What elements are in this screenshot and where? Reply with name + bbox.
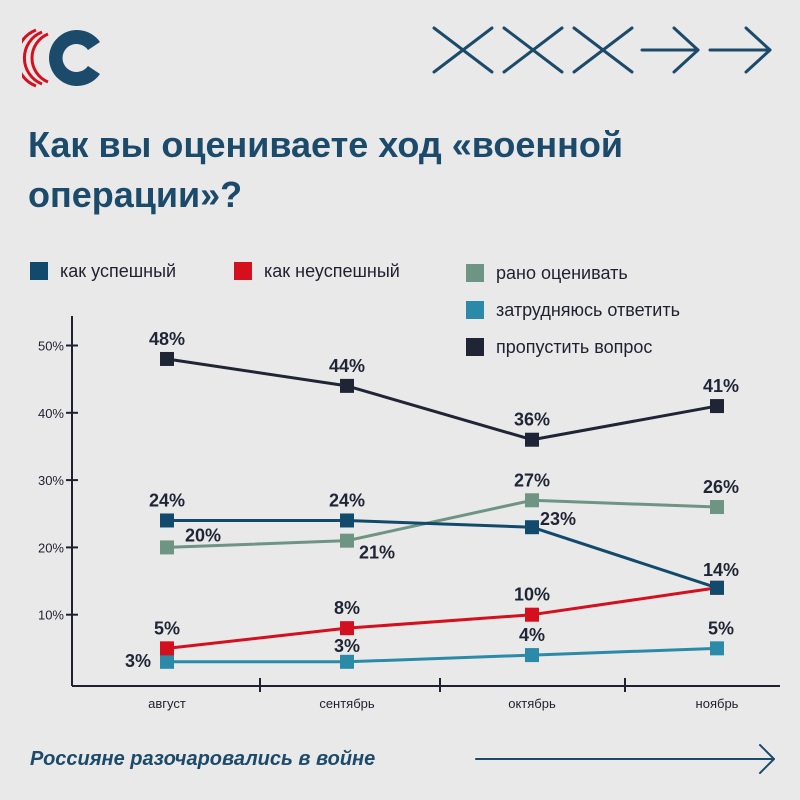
data-label: 5% <box>154 618 180 638</box>
legend-swatch <box>234 262 252 280</box>
series-line <box>167 646 718 664</box>
data-label: 36% <box>514 410 550 430</box>
legend-item-hard-to-say: затрудняюсь ответить <box>466 297 680 323</box>
series-3: 20% 21% 27% 26% <box>160 470 739 563</box>
data-point <box>710 580 724 595</box>
data-point <box>160 641 174 656</box>
series-5: 48% 44% 36% 41% <box>149 329 739 447</box>
page-title: Как вы оцениваете ход «военной операции»… <box>28 124 624 215</box>
legend-item-skip-question: пропустить вопрос <box>466 334 652 360</box>
data-point <box>710 641 724 656</box>
legend-swatch <box>30 262 48 280</box>
data-label: 24% <box>149 490 185 510</box>
x-tick-label: октябрь <box>508 696 556 711</box>
data-label: 41% <box>703 376 739 396</box>
y-tick-label: 20% <box>38 540 64 555</box>
cross-icon <box>432 26 494 74</box>
data-label: 21% <box>359 543 395 563</box>
x-tick-label: сентябрь <box>319 696 375 711</box>
data-point <box>160 540 174 555</box>
series-1: 24% 24% 23% 14% <box>149 490 739 595</box>
data-point <box>160 351 174 366</box>
data-label: 10% <box>514 585 550 605</box>
footer-caption: Россияне разочаровались в войне <box>30 748 376 770</box>
data-point <box>525 648 539 663</box>
data-label: 48% <box>149 329 185 349</box>
data-point <box>160 513 174 528</box>
y-tick-label: 50% <box>38 339 64 354</box>
data-label: 44% <box>329 356 365 376</box>
footer-arrow-icon <box>475 744 775 774</box>
y-tick-label: 30% <box>38 473 64 488</box>
series-line <box>166 498 718 549</box>
data-label: 26% <box>703 477 739 497</box>
logo-letter-c <box>49 30 100 86</box>
data-label: 3% <box>125 651 151 671</box>
series-line <box>166 586 718 650</box>
y-tick-label: 40% <box>38 406 64 421</box>
arrow-right-icon <box>708 26 772 74</box>
data-point <box>710 399 724 414</box>
x-tick-label: август <box>148 696 186 711</box>
legend-label: как неуспешный <box>264 260 400 281</box>
data-label: 20% <box>185 525 221 545</box>
data-point <box>710 500 724 515</box>
brand-logo <box>22 28 100 88</box>
legend-item-successful: как успешный <box>30 258 176 284</box>
cross-icon <box>502 26 564 74</box>
legend-swatch <box>466 264 484 282</box>
data-point <box>525 607 539 622</box>
decorative-marks <box>432 26 772 74</box>
series-2: 5% 8% 10% <box>154 580 724 656</box>
data-point <box>525 520 539 535</box>
logo-red-stripes <box>22 28 49 88</box>
y-tick-label: 10% <box>38 608 64 623</box>
legend-label: затрудняюсь ответить <box>496 299 680 320</box>
series-line <box>166 357 718 442</box>
legend-swatch <box>466 301 484 319</box>
data-point <box>340 621 354 636</box>
data-label: 3% <box>334 636 360 656</box>
legend-item-too-early: рано оценивать <box>466 260 628 286</box>
data-label: 24% <box>329 490 365 510</box>
data-point <box>340 654 354 669</box>
legend-label: как успешный <box>60 260 177 281</box>
legend-label: пропустить вопрос <box>496 336 653 357</box>
x-tick-label: ноябрь <box>696 696 739 711</box>
data-label: 4% <box>519 625 545 645</box>
series-line <box>167 518 718 590</box>
data-label: 27% <box>514 470 550 490</box>
data-label: 8% <box>334 598 360 618</box>
legend-item-unsuccessful: как неуспешный <box>234 258 400 284</box>
data-label: 14% <box>703 560 739 580</box>
data-point <box>340 513 354 528</box>
cross-icon <box>572 26 634 74</box>
data-point <box>525 493 539 508</box>
data-point <box>160 654 174 669</box>
data-point <box>340 378 354 393</box>
arrow-right-icon <box>640 26 700 74</box>
data-label: 23% <box>540 509 576 529</box>
series-4: 3% 3% 4% 5% <box>125 618 734 670</box>
data-point <box>525 432 539 447</box>
data-point <box>340 533 354 548</box>
legend-label: рано оценивать <box>496 262 628 283</box>
legend-swatch <box>466 338 484 356</box>
data-label: 5% <box>708 618 734 638</box>
